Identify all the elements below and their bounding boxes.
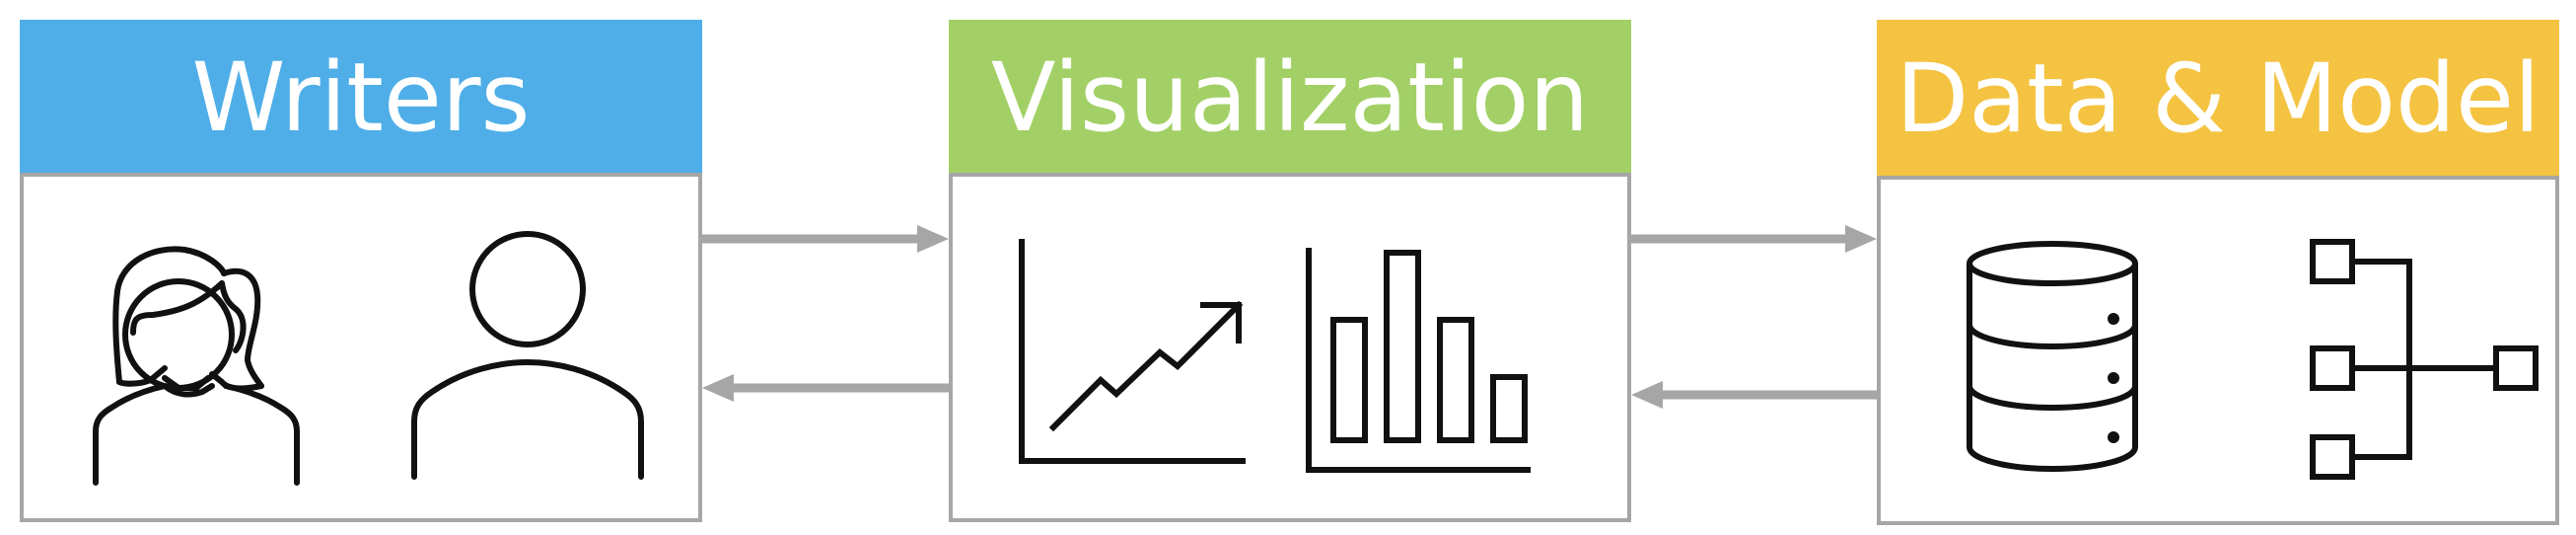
arrow-visualization-to-data-model bbox=[1631, 225, 1877, 253]
writers-header: Writers bbox=[20, 20, 702, 175]
data-model-box bbox=[1877, 176, 2559, 525]
database-icon bbox=[1967, 241, 2138, 472]
visualization-header: Visualization bbox=[949, 20, 1631, 175]
arrow-data-model-to-visualization bbox=[1631, 381, 1877, 409]
tree-structure-icon bbox=[2310, 239, 2539, 480]
bar-chart-icon bbox=[1306, 248, 1531, 473]
user-icon bbox=[411, 231, 644, 480]
data-model-title: Data & Model bbox=[1896, 43, 2540, 154]
data-model-panel: Data & Model bbox=[1877, 20, 2559, 525]
visualization-panel: Visualization bbox=[949, 20, 1631, 522]
visualization-title: Visualization bbox=[990, 41, 1590, 153]
writers-box bbox=[20, 173, 702, 522]
data-model-header: Data & Model bbox=[1877, 20, 2559, 178]
arrow-visualization-to-writers bbox=[702, 374, 949, 402]
writers-panel: Writers bbox=[20, 20, 702, 522]
woman-user-icon bbox=[93, 246, 300, 486]
arrow-writers-to-visualization bbox=[702, 225, 949, 253]
line-chart-icon bbox=[1019, 239, 1246, 464]
writers-title: Writers bbox=[191, 41, 531, 153]
